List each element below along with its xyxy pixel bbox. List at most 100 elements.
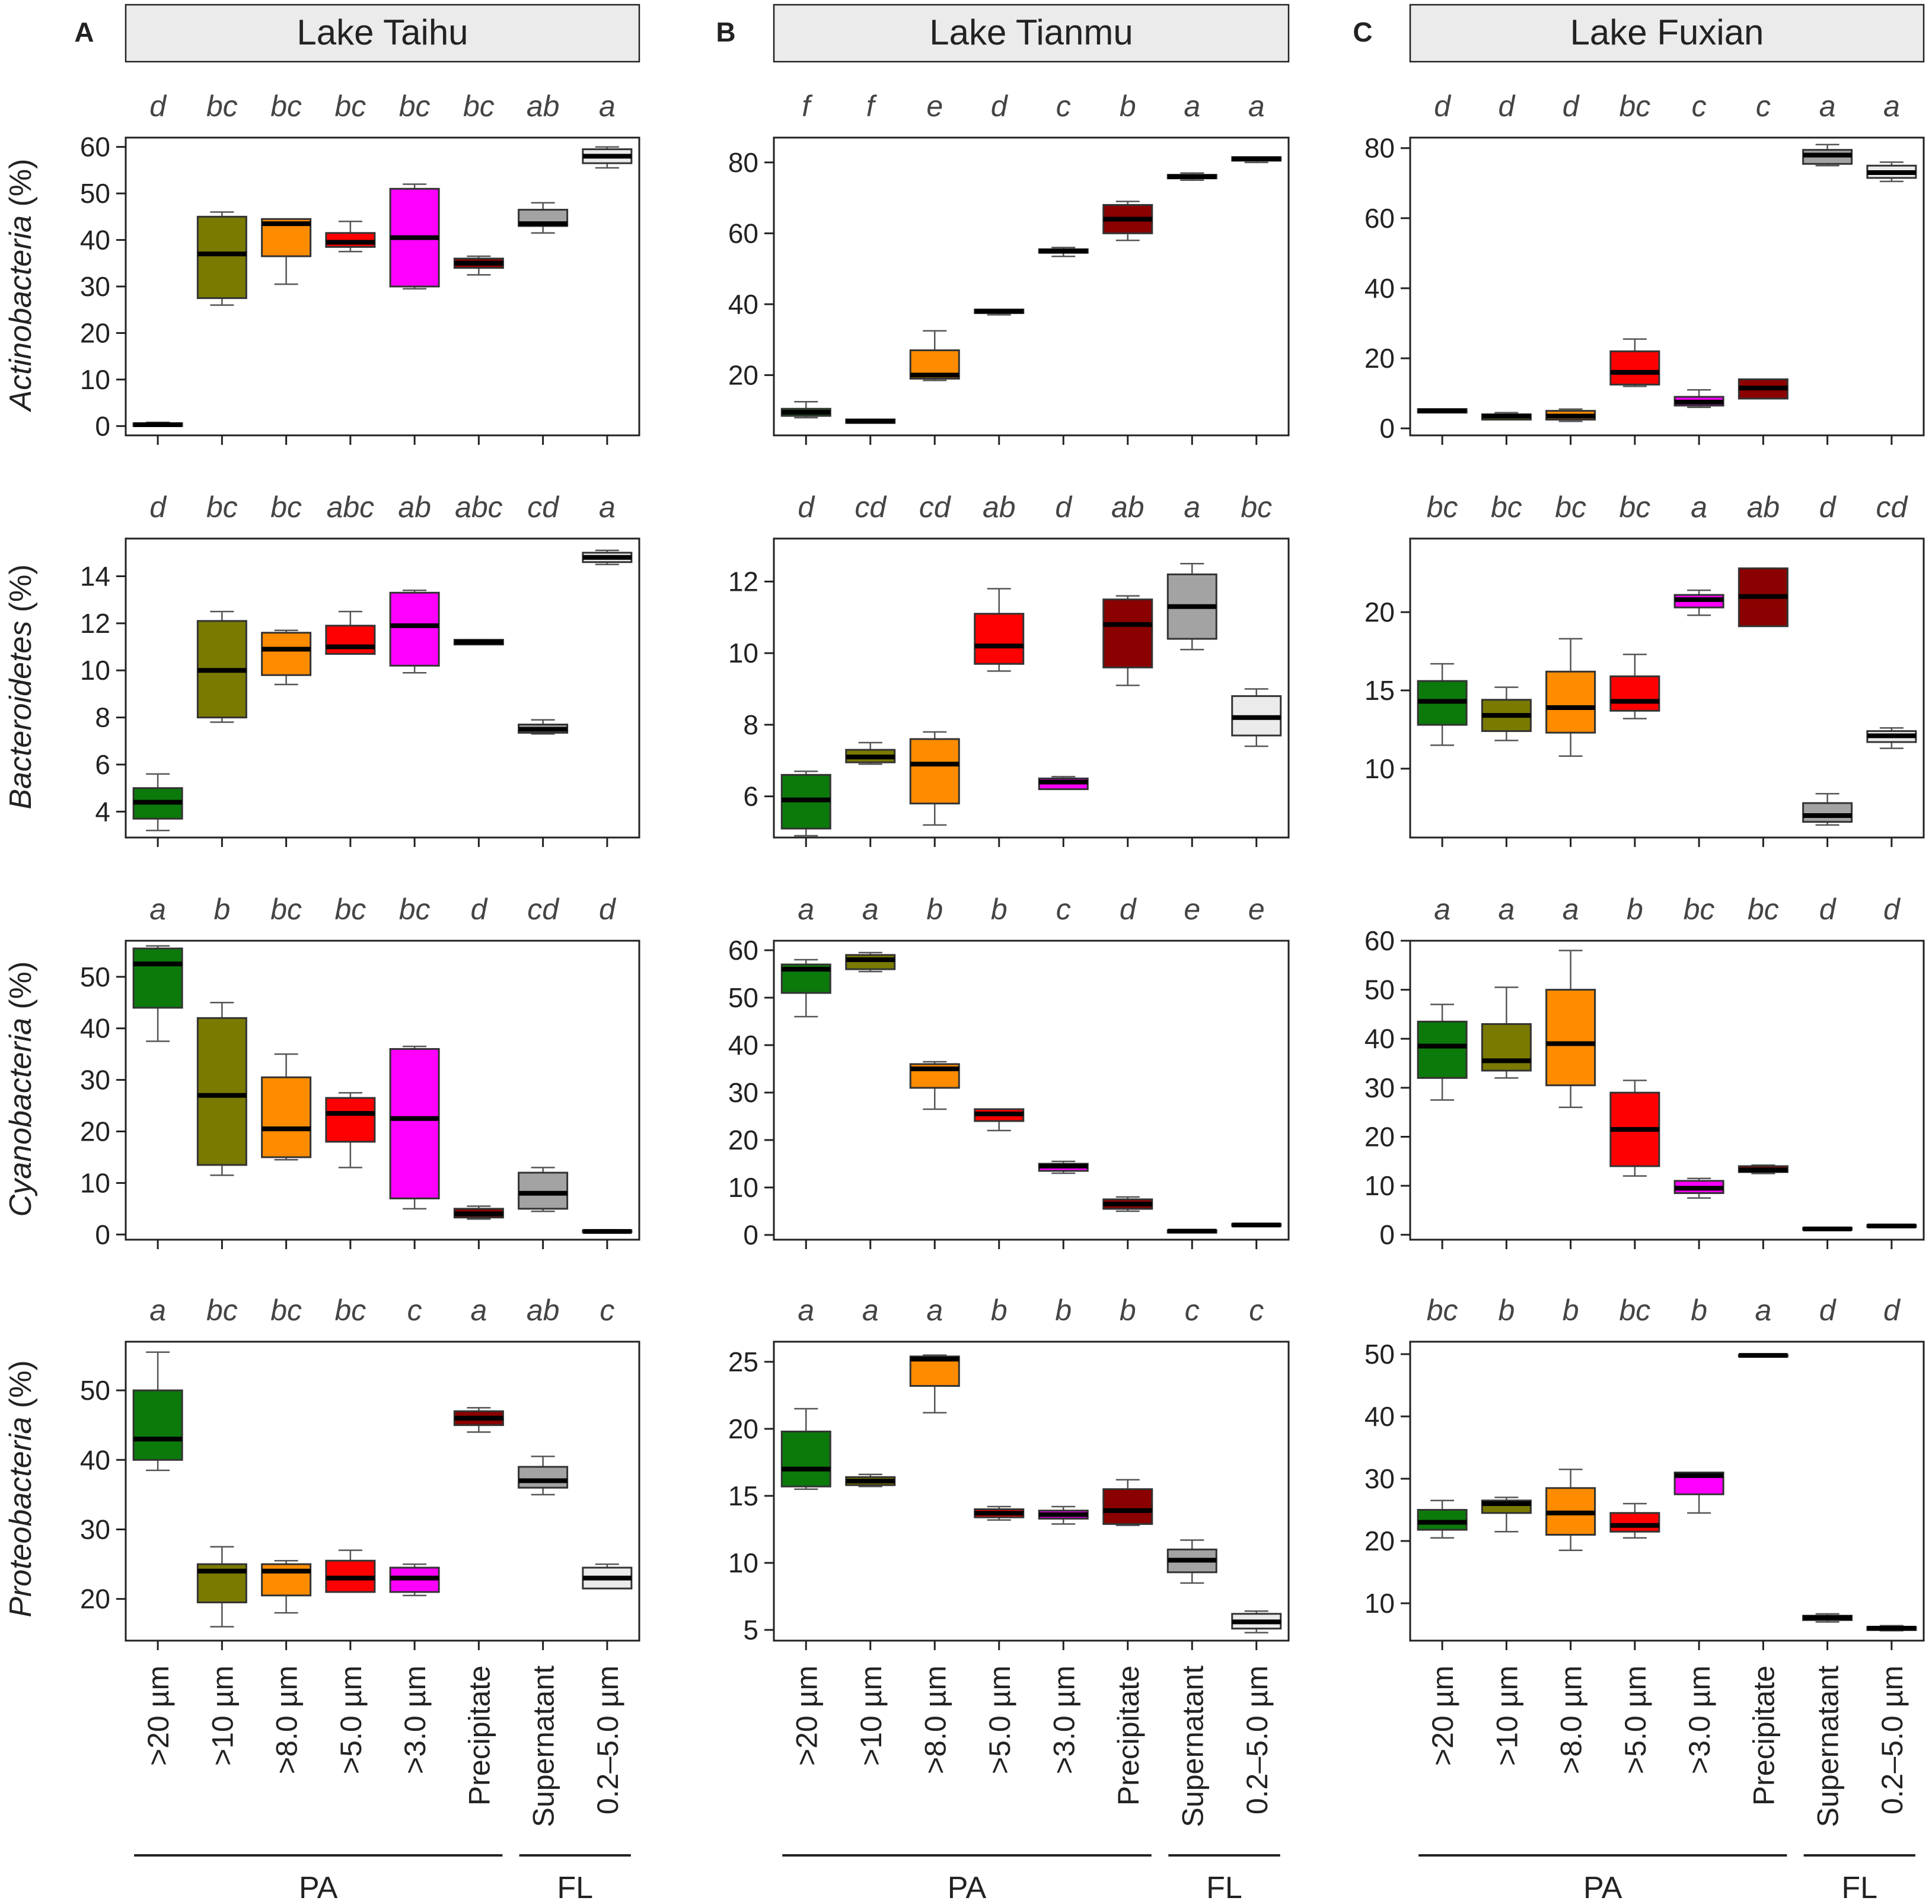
plot-frame: [1409, 940, 1925, 1241]
box-2: [196, 211, 247, 306]
box-2: [845, 741, 896, 765]
significance-letter: c: [407, 1294, 422, 1327]
significance-letter: d: [1819, 491, 1837, 524]
box-3: [909, 330, 960, 381]
box-8: [582, 1563, 633, 1590]
significance-letter: a: [1434, 893, 1450, 926]
significance-letter: a: [470, 1294, 487, 1327]
plot-frame: [125, 537, 640, 839]
y-tick-label: 0: [1379, 413, 1395, 444]
iqr-box: [518, 1171, 569, 1210]
y-tick-label: 40: [80, 1444, 110, 1475]
panel-cyanobacteria-tianmu: 0 10 20 30 40 50 60 a a b b c d e e: [728, 893, 1290, 1250]
box-4: [325, 1092, 376, 1168]
category-label: Supernatant: [527, 1666, 560, 1827]
box-8: [1866, 161, 1917, 183]
box-2: [845, 418, 896, 424]
category-label: >3.0 µm: [1047, 1666, 1080, 1774]
box-1: [132, 1351, 183, 1472]
box-6: [1102, 595, 1153, 686]
significance-letter: bc: [1748, 893, 1779, 926]
category-label: >20 µm: [1426, 1666, 1459, 1766]
category-label: Precipitate: [1747, 1666, 1780, 1806]
box-6: [1102, 200, 1153, 241]
significance-letter: bc: [1619, 491, 1650, 524]
strip-header-fuxian: Lake Fuxian: [1409, 4, 1925, 63]
box-1: [1417, 1004, 1468, 1101]
box-7: [518, 1456, 569, 1496]
y-tick-label: 20: [80, 1116, 110, 1147]
box-4: [325, 610, 376, 655]
category-label: >5.0 µm: [1619, 1666, 1652, 1774]
iqr-box: [1609, 1512, 1660, 1533]
iqr-box: [261, 632, 312, 676]
box-4: [1609, 1502, 1660, 1539]
significance-letter: b: [1120, 90, 1136, 123]
significance-letter: d: [991, 90, 1009, 123]
panel-cyanobacteria-fuxian: 0 10 20 30 40 50 60 a a a b bc bc d d: [1364, 893, 1925, 1250]
significance-letter: ab: [527, 1294, 560, 1327]
significance-letter: d: [599, 893, 617, 926]
significance-letter: ab: [398, 491, 431, 524]
fl-group-label: FL: [1841, 1871, 1877, 1904]
box-2: [1481, 412, 1532, 421]
y-tick-label: 40: [728, 1030, 758, 1061]
ylabel-bacteroidetes-unit: (%): [4, 564, 38, 620]
category-label: >5.0 µm: [983, 1666, 1016, 1774]
significance-letter: a: [1184, 90, 1200, 123]
box-2: [196, 610, 247, 723]
category-label: Precipitate: [463, 1666, 496, 1806]
box-7: [1166, 1539, 1217, 1584]
y-tick-label: 10: [1364, 753, 1395, 784]
y-tick-label: 0: [743, 1220, 758, 1250]
iqr-box: [389, 591, 440, 667]
x-axis-annotations: >20 µm >10 µm >8.0 µm >5.0 µm >3.0 µm Precipi…: [134, 1666, 1915, 1904]
y-tick-label: 60: [80, 132, 110, 163]
y-tick-label: 20: [1364, 1526, 1395, 1556]
y-tick-label: 20: [728, 1413, 758, 1444]
significance-letter: bc: [1684, 893, 1715, 926]
box-6: [1102, 1479, 1153, 1526]
significance-letter: bc: [206, 491, 238, 524]
ylabel-actinobacteria: Actinobacteria (%): [4, 159, 38, 413]
panel-actinobacteria-fuxian: 0 20 40 60 80 d d d bc c c a a: [1364, 90, 1925, 445]
significance-letter: bc: [399, 893, 431, 926]
panel-letter-b: B: [716, 17, 735, 47]
box-4: [974, 1108, 1025, 1132]
significance-letter: ab: [983, 491, 1016, 524]
iqr-box: [1609, 350, 1660, 386]
significance-letter: e: [1184, 893, 1200, 926]
box-5: [1038, 247, 1089, 257]
significance-letter: a: [1819, 90, 1836, 123]
pa-group-label: PA: [299, 1871, 338, 1904]
box-7: [1166, 172, 1217, 181]
y-tick-label: 10: [80, 655, 110, 686]
iqr-box: [974, 613, 1025, 665]
box-7: [518, 1167, 569, 1212]
box-7: [1802, 1226, 1853, 1231]
y-tick-label: 20: [1364, 597, 1395, 628]
significance-letter: cd: [527, 893, 560, 926]
plot-frame: [773, 1341, 1290, 1642]
ylabel-bacteroidetes-name: Bacteroidetes: [4, 621, 38, 810]
y-tick-label: 20: [1364, 1121, 1395, 1152]
category-label: >3.0 µm: [398, 1666, 432, 1774]
box-4: [974, 1505, 1025, 1521]
significance-letter: b: [1563, 1294, 1579, 1327]
ylabel-cyanobacteria-unit: (%): [4, 961, 38, 1018]
box-3: [1545, 1469, 1596, 1551]
box-7: [1166, 563, 1217, 651]
x-labels-taihu: >20 µm >10 µm >8.0 µm >5.0 µm >3.0 µm Precipi…: [134, 1666, 631, 1904]
y-tick-label: 50: [1364, 975, 1395, 1005]
iqr-box: [1417, 1509, 1468, 1531]
category-label: Precipitate: [1112, 1666, 1145, 1806]
significance-letter: c: [1692, 90, 1707, 123]
ylabel-proteobacteria-unit: (%): [4, 1360, 38, 1416]
box-6: [453, 639, 504, 646]
box-3: [909, 1061, 960, 1110]
iqr-box: [132, 1389, 183, 1461]
significance-letter: bc: [270, 491, 302, 524]
